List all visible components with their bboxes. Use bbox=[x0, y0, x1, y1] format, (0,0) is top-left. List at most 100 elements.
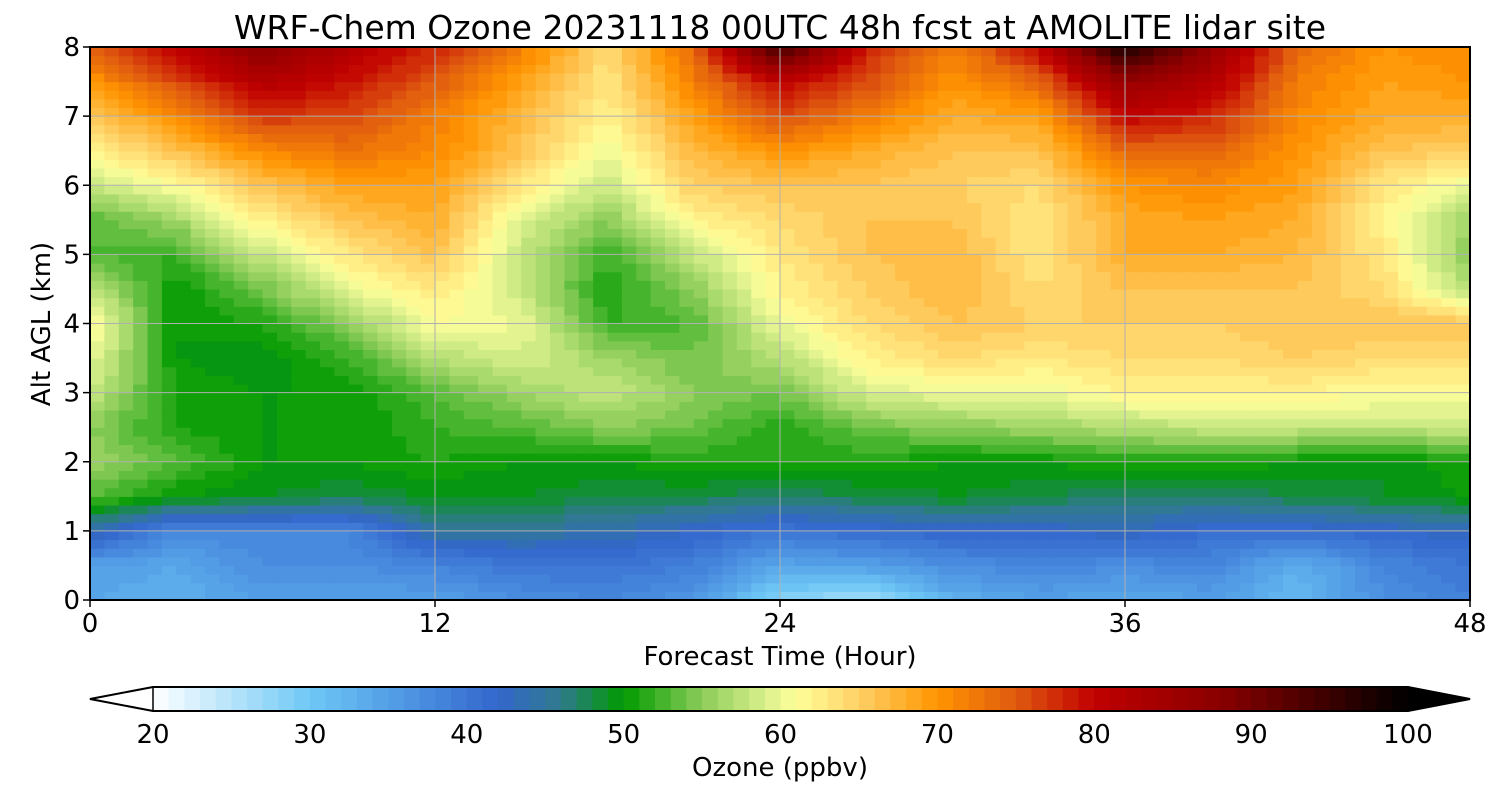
heatmap-cell bbox=[1110, 591, 1126, 601]
heatmap-cell bbox=[650, 496, 666, 506]
heatmap-cell bbox=[1398, 418, 1414, 428]
heatmap-cell bbox=[966, 522, 982, 532]
heatmap-cell bbox=[449, 323, 465, 333]
heatmap-cell bbox=[765, 565, 781, 575]
heatmap-cell bbox=[1024, 418, 1040, 428]
heatmap-cell bbox=[1110, 254, 1126, 264]
heatmap-cell bbox=[1225, 556, 1241, 567]
heatmap-cell bbox=[348, 574, 364, 584]
heatmap-cell bbox=[794, 271, 810, 281]
heatmap-cell bbox=[693, 530, 709, 541]
heatmap-cell bbox=[1441, 150, 1457, 160]
heatmap-cell bbox=[708, 548, 724, 558]
heatmap-cell bbox=[147, 150, 163, 160]
heatmap-cell bbox=[1340, 237, 1356, 247]
heatmap-cell bbox=[219, 306, 235, 316]
heatmap-cell bbox=[1426, 418, 1442, 428]
heatmap-cell bbox=[334, 409, 350, 420]
heatmap-cell bbox=[1125, 435, 1140, 446]
heatmap-cell bbox=[1081, 556, 1097, 567]
heatmap-cell bbox=[1067, 228, 1083, 238]
heatmap-cell bbox=[1426, 176, 1442, 186]
heatmap-cell bbox=[463, 314, 479, 325]
heatmap-cell bbox=[808, 280, 824, 290]
heatmap-cell bbox=[90, 470, 105, 480]
heatmap-cell bbox=[1096, 237, 1112, 247]
heatmap-cell bbox=[1010, 297, 1025, 307]
heatmap-cell bbox=[966, 159, 982, 169]
heatmap-cell bbox=[1196, 565, 1212, 575]
heatmap-cell bbox=[219, 176, 235, 186]
heatmap-cell bbox=[607, 539, 623, 549]
heatmap-cell bbox=[1096, 418, 1112, 428]
heatmap-cell bbox=[938, 150, 954, 160]
heatmap-cell bbox=[1254, 401, 1270, 411]
heatmap-cell bbox=[1369, 418, 1385, 428]
heatmap-cell bbox=[708, 288, 724, 299]
heatmap-cell bbox=[665, 159, 680, 169]
heatmap-cell bbox=[348, 409, 364, 420]
heatmap-cell bbox=[363, 332, 379, 342]
heatmap-cell bbox=[435, 479, 450, 489]
heatmap-cell bbox=[621, 539, 637, 549]
heatmap-cell bbox=[966, 565, 982, 575]
heatmap-cell bbox=[564, 297, 580, 307]
heatmap-cell bbox=[1240, 288, 1255, 299]
heatmap-cell bbox=[808, 504, 824, 515]
heatmap-cell bbox=[492, 479, 508, 489]
heatmap-cell bbox=[808, 392, 824, 402]
heatmap-cell bbox=[133, 237, 149, 247]
heatmap-cell bbox=[147, 228, 163, 238]
heatmap-cell bbox=[449, 530, 465, 541]
heatmap-cell bbox=[679, 582, 695, 592]
heatmap-cell bbox=[377, 548, 393, 558]
heatmap-cell bbox=[1211, 297, 1227, 307]
heatmap-cell bbox=[1268, 150, 1284, 160]
heatmap-cell bbox=[736, 565, 752, 575]
heatmap-cell bbox=[233, 306, 249, 316]
heatmap-cell bbox=[636, 556, 652, 567]
heatmap-cell bbox=[248, 409, 264, 420]
heatmap-cell bbox=[276, 513, 292, 523]
heatmap-cell bbox=[564, 409, 580, 420]
heatmap-cell bbox=[564, 358, 580, 368]
heatmap-cell bbox=[334, 349, 350, 359]
heatmap-cell bbox=[1038, 513, 1054, 523]
heatmap-cell bbox=[420, 565, 436, 575]
heatmap-cell bbox=[1268, 176, 1284, 186]
heatmap-cell bbox=[765, 548, 781, 558]
heatmap-cell bbox=[133, 409, 149, 420]
heatmap-cell bbox=[1240, 487, 1255, 497]
heatmap-cell bbox=[679, 461, 695, 471]
heatmap-cell bbox=[1441, 297, 1457, 307]
heatmap-cell bbox=[535, 167, 551, 178]
heatmap-cell bbox=[248, 591, 264, 601]
heatmap-cell bbox=[851, 548, 867, 558]
heatmap-cell bbox=[981, 263, 997, 273]
heatmap-cell bbox=[176, 591, 192, 601]
heatmap-cell bbox=[492, 288, 508, 299]
heatmap-cell bbox=[1038, 496, 1054, 506]
heatmap-cell bbox=[305, 185, 321, 195]
heatmap-cell bbox=[636, 323, 652, 333]
heatmap-cell bbox=[1067, 366, 1083, 376]
heatmap-cell bbox=[521, 427, 537, 437]
heatmap-cell bbox=[348, 366, 364, 376]
heatmap-cell bbox=[981, 297, 997, 307]
heatmap-cell bbox=[348, 565, 364, 575]
heatmap-cell bbox=[866, 366, 882, 376]
heatmap-cell bbox=[478, 539, 494, 549]
heatmap-cell bbox=[161, 237, 177, 247]
heatmap-cell bbox=[1125, 202, 1140, 212]
heatmap-cell bbox=[679, 349, 695, 359]
heatmap-cell bbox=[909, 228, 925, 238]
heatmap-cell bbox=[1010, 401, 1025, 411]
heatmap-cell bbox=[262, 366, 278, 376]
heatmap-cell bbox=[377, 453, 393, 463]
heatmap-cell bbox=[636, 332, 652, 342]
heatmap-cell bbox=[1254, 332, 1270, 342]
heatmap-cell bbox=[176, 574, 192, 584]
heatmap-cell bbox=[348, 288, 364, 299]
heatmap-cell bbox=[348, 539, 364, 549]
heatmap-cell bbox=[938, 245, 954, 255]
